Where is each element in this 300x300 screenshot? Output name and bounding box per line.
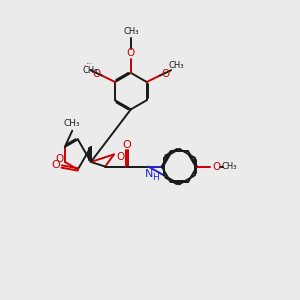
- Text: O: O: [123, 140, 132, 150]
- Text: O: O: [56, 154, 64, 164]
- Text: O: O: [161, 69, 169, 79]
- Text: methoxy: methoxy: [87, 63, 93, 64]
- Text: H: H: [152, 173, 159, 182]
- Text: CH₃: CH₃: [123, 27, 139, 36]
- Text: O: O: [116, 152, 124, 162]
- Text: CH₃: CH₃: [83, 66, 98, 75]
- Text: N: N: [145, 169, 153, 178]
- Text: CH₃: CH₃: [221, 162, 237, 171]
- Text: OCH₃: OCH₃: [84, 65, 88, 66]
- Text: O: O: [127, 48, 135, 58]
- Text: CH₃: CH₃: [64, 119, 80, 128]
- Text: CH₃: CH₃: [169, 61, 184, 70]
- Text: O: O: [92, 69, 101, 79]
- Text: O: O: [212, 162, 220, 172]
- Text: O: O: [51, 160, 60, 170]
